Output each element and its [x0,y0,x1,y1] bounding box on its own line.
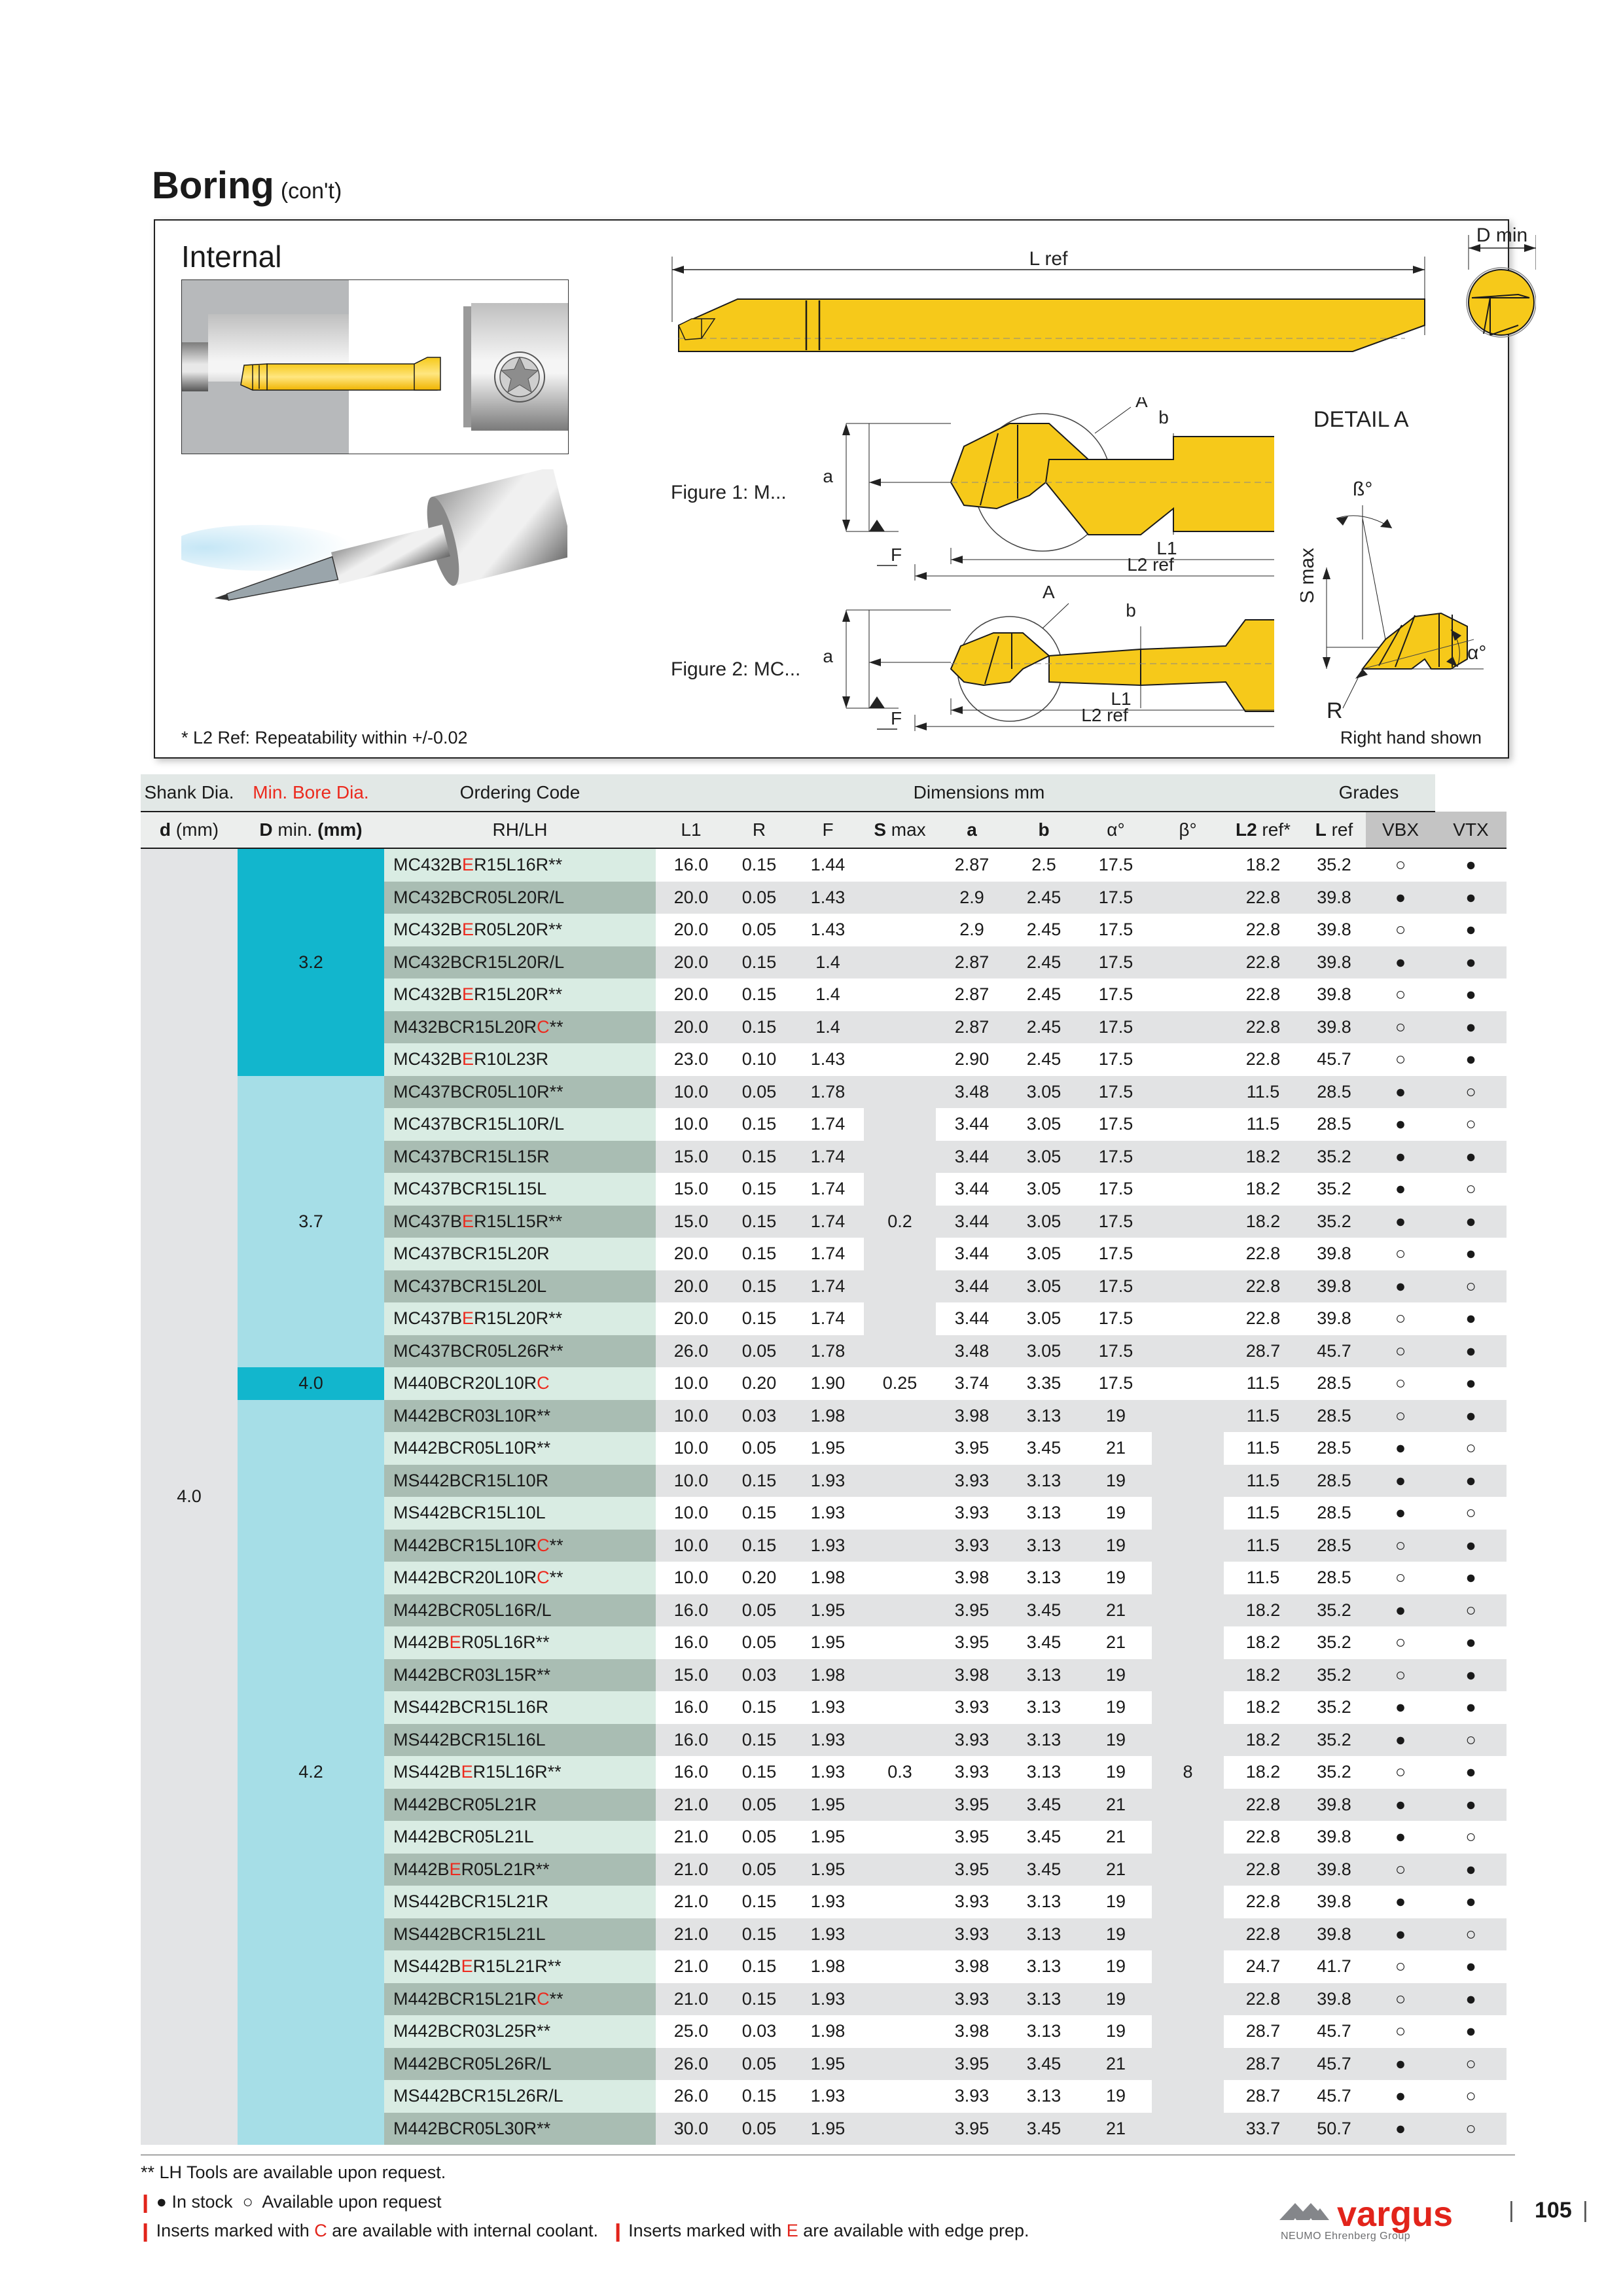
svg-text:NEUMO Ehrenberg Group: NEUMO Ehrenberg Group [1281,2231,1410,2242]
svg-text:b: b [1158,407,1169,427]
svg-text:Figure 1: M...: Figure 1: M... [671,482,787,503]
svg-text:L ref: L ref [1029,248,1069,270]
svg-text:ß°: ß° [1353,478,1372,500]
svg-text:DETAIL A: DETAIL A [1313,407,1409,432]
svg-text:A: A [1043,584,1055,602]
svg-text:L2 ref: L2 ref [1127,554,1174,575]
svg-text:S max: S max [1300,548,1318,603]
svg-text:Figure 2: MC...: Figure 2: MC... [671,658,800,680]
svg-text:α°: α° [1467,642,1486,664]
svg-text:A: A [1135,397,1148,411]
svg-text:R: R [1327,698,1343,723]
svg-text:b: b [1126,600,1136,620]
svg-text:F: F [891,545,902,565]
svg-text:F: F [891,708,902,728]
svg-text:L2 ref: L2 ref [1081,705,1128,725]
svg-text:vargus: vargus [1337,2198,1453,2234]
svg-text:a: a [823,466,833,486]
svg-text:a: a [823,646,833,666]
svg-text:D min: D min [1476,227,1527,246]
